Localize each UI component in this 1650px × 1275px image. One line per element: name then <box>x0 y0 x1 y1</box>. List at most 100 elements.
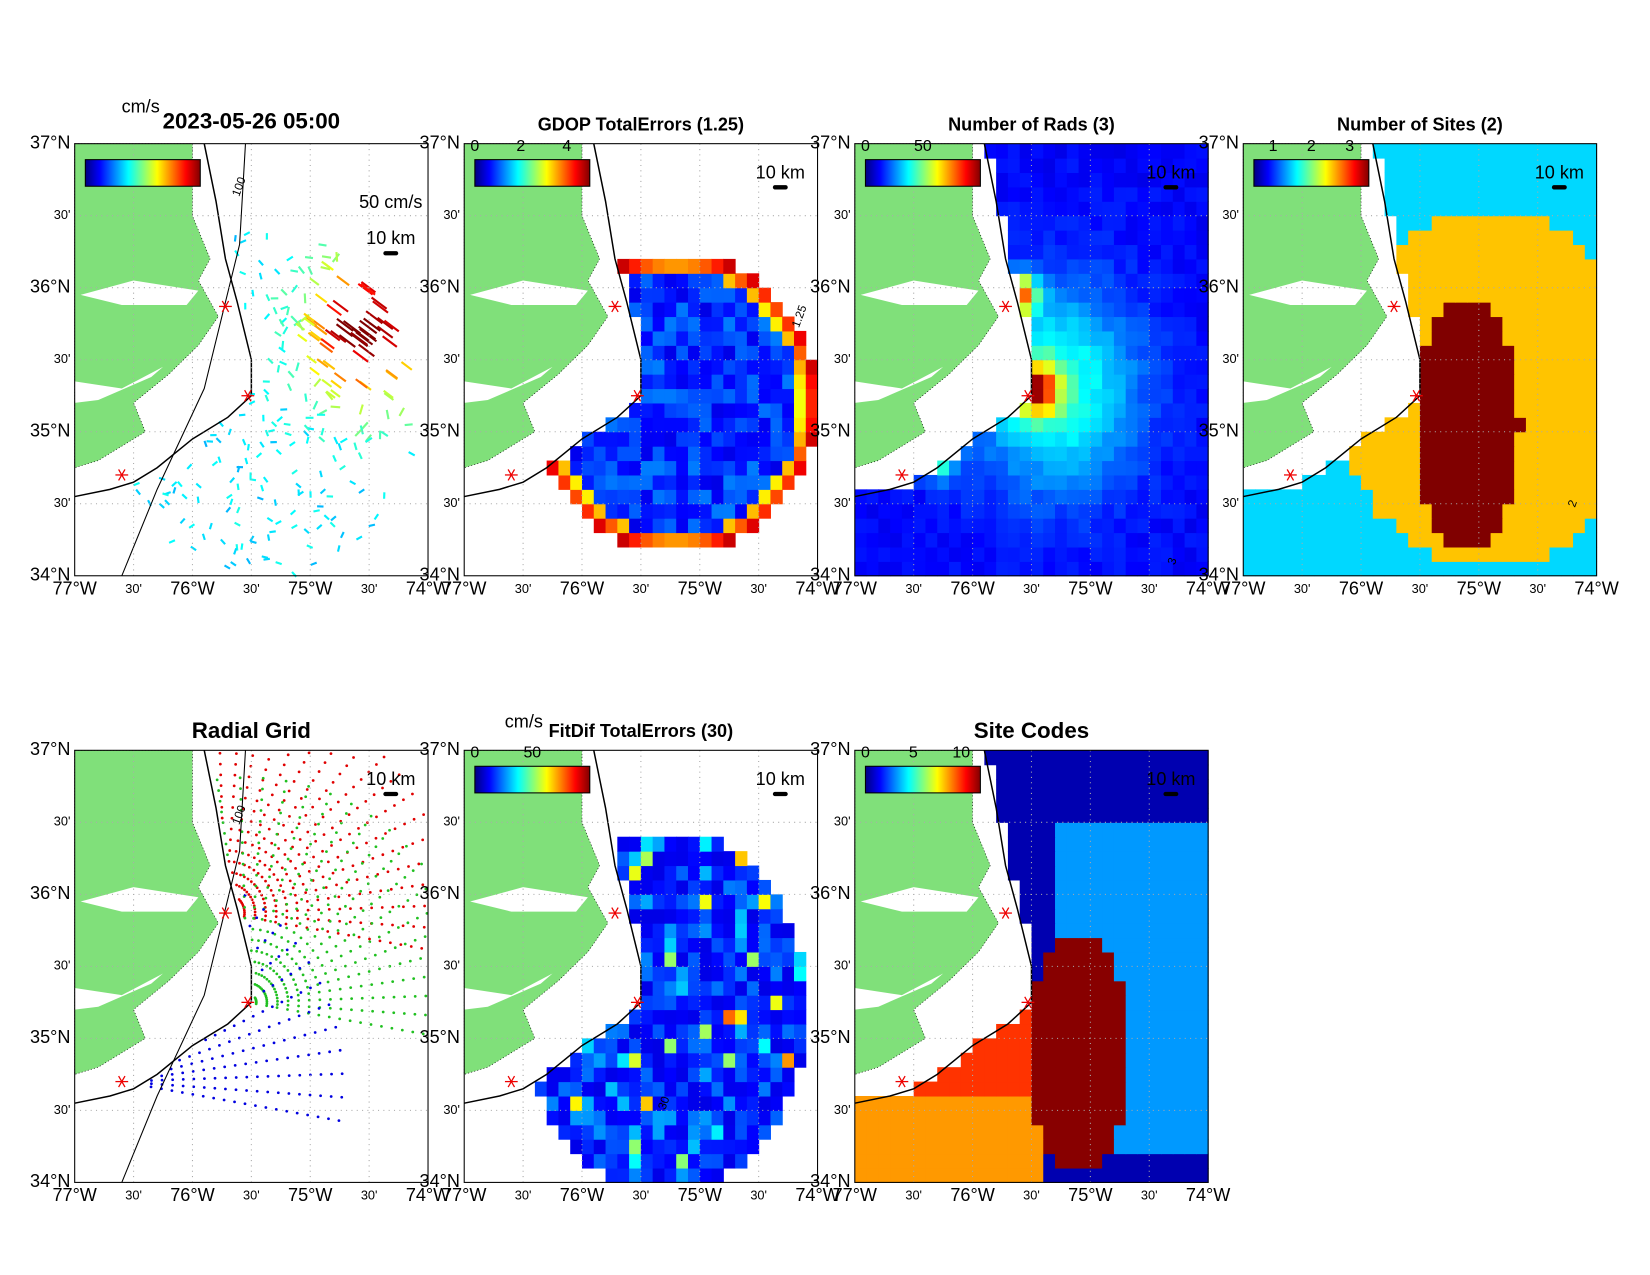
ocean-cell <box>1584 287 1598 303</box>
ocean-cell <box>1090 561 1103 577</box>
ocean-cell <box>1161 908 1174 924</box>
colorbar-tick-label: 0 <box>861 138 870 155</box>
ocean-cell <box>1043 546 1056 562</box>
ocean-cell <box>1125 995 1139 1011</box>
ocean-cell <box>1184 489 1197 505</box>
ocean-cell <box>1019 807 1033 823</box>
ocean-cell <box>805 374 819 390</box>
ocean-cell <box>1490 532 1503 548</box>
ocean-cell <box>960 460 974 476</box>
ocean-cell <box>1078 201 1091 217</box>
radial-grid-point <box>270 1005 274 1009</box>
ocean-cell <box>746 518 760 534</box>
current-vector <box>268 429 275 433</box>
ocean-cell <box>1066 779 1080 795</box>
ocean-cell <box>1078 966 1091 982</box>
radial-grid-point <box>253 913 257 917</box>
ocean-cell <box>1137 879 1150 895</box>
ocean-cell <box>1125 951 1139 967</box>
ocean-cell <box>782 1009 795 1025</box>
current-vector <box>303 424 311 432</box>
ocean-cell <box>1561 316 1574 332</box>
radial-grid-point <box>351 841 355 845</box>
ocean-cell <box>782 330 795 346</box>
ocean-cell <box>1196 779 1209 795</box>
ocean-cell <box>699 1009 713 1025</box>
ocean-cell <box>1561 302 1574 318</box>
ocean-cell <box>1525 244 1539 260</box>
ocean-cell <box>758 1052 771 1068</box>
ocean-cell <box>1078 1067 1091 1083</box>
lon-label: 30' <box>905 1188 922 1203</box>
coastline <box>1243 143 1421 498</box>
ocean-cell <box>1172 1009 1186 1025</box>
current-vector <box>372 300 389 314</box>
lon-label: 74°W <box>795 578 839 598</box>
ocean-cell <box>723 1052 736 1068</box>
ocean-cell <box>949 1067 962 1083</box>
ocean-cell <box>1443 532 1456 548</box>
ocean-cell <box>617 258 630 274</box>
ocean-cell <box>1361 518 1374 534</box>
radial-grid-point <box>282 823 285 827</box>
radial-grid-point <box>421 883 425 887</box>
lon-label: 30' <box>633 1188 650 1203</box>
ocean-cell <box>1078 273 1091 289</box>
ocean-cell <box>593 1153 607 1169</box>
lat-label: 36°N <box>30 883 70 903</box>
radial-grid-point <box>319 1094 322 1098</box>
ocean-cell <box>1349 474 1362 490</box>
ocean-cell <box>1467 244 1480 260</box>
ocean-cell <box>1161 158 1174 174</box>
ocean-cell <box>1302 546 1315 562</box>
ocean-cell <box>758 302 771 318</box>
scale-bar <box>1163 185 1179 190</box>
ocean-cell <box>1561 431 1574 447</box>
ocean-cell <box>1113 1009 1127 1025</box>
ocean-cell <box>676 1124 689 1140</box>
radial-grid-point <box>350 997 354 1001</box>
ocean-cell <box>1066 1124 1080 1140</box>
radial-grid-point <box>297 999 301 1002</box>
ocean-cell <box>1408 417 1421 433</box>
ocean-cell <box>570 474 583 490</box>
ocean-cell <box>664 460 677 476</box>
ocean-cell <box>746 908 760 924</box>
current-vector <box>220 538 226 545</box>
radial-grid-point <box>364 799 368 803</box>
radial-grid-point <box>335 883 338 887</box>
ocean-cell <box>1467 158 1480 174</box>
ocean-cell <box>1196 793 1209 809</box>
lon-label: 30' <box>515 581 532 596</box>
ocean-cell <box>1149 316 1162 332</box>
current-vector <box>349 480 357 486</box>
ocean-cell <box>1055 937 1068 953</box>
radial-grid-point <box>409 945 413 948</box>
ocean-cell <box>1537 244 1551 260</box>
ocean-cell <box>652 474 665 490</box>
radial-grid-point <box>336 977 340 981</box>
lon-label: 30' <box>361 581 378 596</box>
ocean-cell <box>1172 388 1186 404</box>
ocean-cell <box>723 894 736 910</box>
ocean-cell <box>1478 460 1492 476</box>
ocean-cell <box>1561 402 1574 418</box>
ocean-cell <box>629 1038 642 1054</box>
ocean-cell <box>1031 143 1044 159</box>
ocean-cell <box>1196 836 1209 852</box>
ocean-cell <box>1196 273 1209 289</box>
ocean-cell <box>1113 532 1127 548</box>
ocean-cell <box>1478 561 1492 577</box>
ocean-cell <box>1490 417 1503 433</box>
ocean-cell <box>1102 532 1115 548</box>
radial-grid-point <box>388 941 392 945</box>
radial-grid-point <box>421 838 425 842</box>
radial-grid-point <box>307 992 311 996</box>
ocean-cell <box>1184 779 1197 795</box>
ocean-cell <box>1078 937 1091 953</box>
ocean-cell <box>1573 374 1586 390</box>
radial-grid-point <box>359 921 363 925</box>
ocean-cell <box>711 302 724 318</box>
radial-grid-point <box>203 1077 206 1081</box>
radial-grid-point <box>310 878 313 882</box>
